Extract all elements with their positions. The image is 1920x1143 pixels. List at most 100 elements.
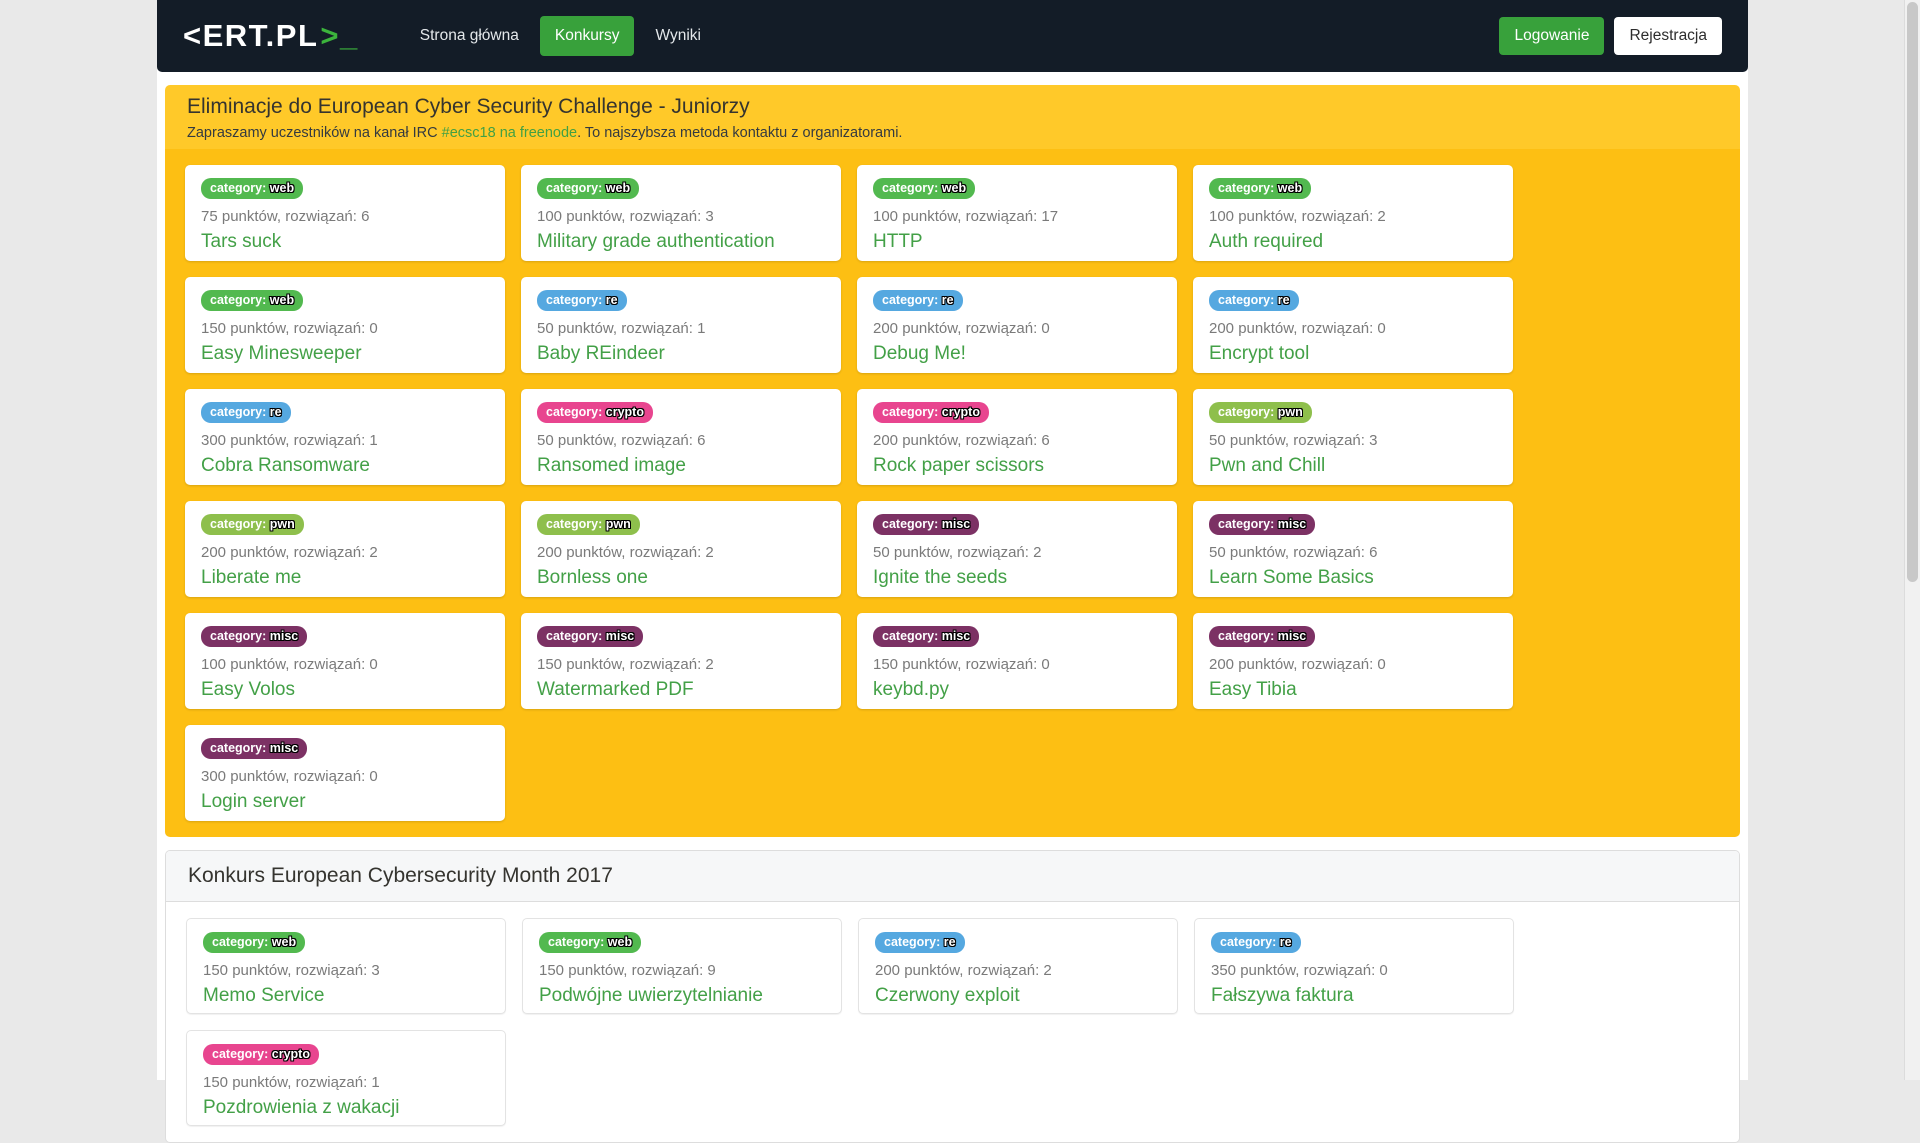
category-badge: category: crypto [203,1044,319,1065]
category-badge-label: category: [1220,935,1277,949]
category-badge: category: web [201,290,304,311]
challenge-title-link[interactable]: Ransomed image [537,455,686,476]
category-badge-label: category: [546,405,603,419]
nav-item-strona-glowna[interactable]: Strona główna [419,27,519,44]
challenge-card: category: re 350 punktów, rozwiązań: 0 F… [1194,918,1514,1014]
challenge-card: category: misc 300 punktów, rozwiązań: 0… [185,725,505,821]
challenge-title-link[interactable]: Login server [201,791,306,812]
category-badge-label: category: [210,405,267,419]
challenge-card: category: misc 50 punktów, rozwiązań: 2 … [857,501,1177,597]
challenge-card: category: misc 100 punktów, rozwiązań: 0… [185,613,505,709]
challenge-title-link[interactable]: Fałszywa faktura [1211,985,1354,1006]
challenge-points: 200 punktów, rozwiązań: 2 [201,544,378,561]
irc-channel-link[interactable]: #ecsc18 na freenode [441,125,578,141]
challenge-title-link[interactable]: Auth required [1209,231,1324,252]
challenge-card: category: web 100 punktów, rozwiązań: 3 … [521,165,841,261]
challenge-card: category: re 200 punktów, rozwiązań: 0 E… [1193,277,1513,373]
category-badge: category: misc [873,514,980,535]
category-badge: category: misc [873,626,980,647]
challenge-title-link[interactable]: Cobra Ransomware [201,455,370,476]
challenge-title-link[interactable]: Pwn and Chill [1209,455,1326,476]
category-badge-label: category: [212,1047,269,1061]
challenge-title-link[interactable]: Debug Me! [873,343,966,364]
category-badge: category: misc [201,626,308,647]
category-badge: category: re [1211,932,1301,953]
category-badge: category: misc [537,626,644,647]
category-badge-label: category: [1218,405,1275,419]
challenge-title-link[interactable]: Learn Some Basics [1209,567,1374,588]
challenge-title-link[interactable]: Baby REindeer [537,343,665,364]
challenge-title-link[interactable]: keybd.py [873,679,950,700]
challenge-card: category: re 300 punktów, rozwiązań: 1 C… [185,389,505,485]
category-badge-value: pwn [1277,405,1303,419]
category-badge-value: misc [941,517,971,531]
category-badge: category: pwn [201,514,304,535]
challenge-title-link[interactable]: Podwójne uwierzytelnianie [539,985,763,1006]
scrollbar-track[interactable] [1904,0,1920,1080]
challenge-title-link[interactable]: Memo Service [203,985,325,1006]
content-column: <ERT.PL >_ Strona główna Konkursy Wyniki … [157,0,1748,1143]
category-badge-value: misc [269,629,299,643]
logo-prompt-icon: >_ [320,18,359,53]
challenge-title-link[interactable]: Easy Tibia [1209,679,1297,700]
category-badge-label: category: [210,293,267,307]
category-badge: category: pwn [537,514,640,535]
challenge-points: 300 punktów, rozwiązań: 0 [201,768,378,785]
challenge-title-link[interactable]: Liberate me [201,567,302,588]
category-badge: category: web [539,932,642,953]
category-badge: category: crypto [537,402,653,423]
cert-pl-logo[interactable]: <ERT.PL >_ [183,18,359,54]
challenge-card: category: re 50 punktów, rozwiązań: 1 Ba… [521,277,841,373]
category-badge-value: re [943,935,956,949]
challenge-card: category: re 200 punktów, rozwiązań: 0 D… [857,277,1177,373]
category-badge-value: re [941,293,954,307]
challenge-title-link[interactable]: Watermarked PDF [537,679,694,700]
challenge-title-link[interactable]: Encrypt tool [1209,343,1310,364]
challenge-card: category: web 100 punktów, rozwiązań: 2 … [1193,165,1513,261]
category-badge: category: re [1209,290,1299,311]
category-badge-value: web [605,181,631,195]
challenge-points: 75 punktów, rozwiązań: 6 [201,208,370,225]
challenge-title-link[interactable]: Easy Volos [201,679,295,700]
challenge-points: 100 punktów, rozwiązań: 17 [873,208,1059,225]
challenge-card: category: misc 150 punktów, rozwiązań: 2… [521,613,841,709]
register-button[interactable]: Rejestracja [1614,17,1722,55]
category-badge-value: misc [1277,629,1307,643]
challenge-title-link[interactable]: Ignite the seeds [873,567,1008,588]
category-badge-value: pwn [605,517,631,531]
challenge-title-link[interactable]: Tars suck [201,231,282,252]
nav-item-wyniki[interactable]: Wyniki [655,27,701,44]
nav-item-konkursy[interactable]: Konkursy [539,16,635,56]
challenge-title-link[interactable]: Czerwony exploit [875,985,1020,1006]
login-button[interactable]: Logowanie [1499,17,1605,55]
challenge-points: 200 punktów, rozwiązań: 2 [875,962,1052,979]
category-badge-value: re [269,405,282,419]
challenge-title-link[interactable]: HTTP [873,231,923,252]
category-badge: category: web [537,178,640,199]
category-badge: category: misc [1209,626,1316,647]
category-badge-label: category: [1218,293,1275,307]
challenge-title-link[interactable]: Pozdrowienia z wakacji [203,1097,400,1118]
category-badge-label: category: [546,293,603,307]
category-badge-value: web [1277,181,1303,195]
challenge-points: 350 punktów, rozwiązań: 0 [1211,962,1388,979]
contest-subtitle: Zapraszamy uczestników na kanał IRC #ecs… [187,125,1718,141]
category-badge-label: category: [1218,517,1275,531]
contest-panel-ecsc: Eliminacje do European Cyber Security Ch… [165,85,1740,837]
category-badge: category: pwn [1209,402,1312,423]
category-badge-label: category: [210,629,267,643]
category-badge: category: re [537,290,627,311]
challenge-title-link[interactable]: Military grade authentication [537,231,775,252]
challenge-points: 50 punktów, rozwiązań: 1 [537,320,706,337]
category-badge-value: re [1279,935,1292,949]
challenge-title-link[interactable]: Easy Minesweeper [201,343,362,364]
category-badge-label: category: [882,405,939,419]
challenge-card: category: crypto 50 punktów, rozwiązań: … [521,389,841,485]
category-badge-label: category: [210,741,267,755]
scrollbar-thumb[interactable] [1907,2,1918,582]
category-badge-value: misc [941,629,971,643]
challenge-title-link[interactable]: Rock paper scissors [873,455,1045,476]
challenge-card: category: pwn 200 punktów, rozwiązań: 2 … [521,501,841,597]
category-badge-label: category: [546,517,603,531]
challenge-title-link[interactable]: Bornless one [537,567,648,588]
